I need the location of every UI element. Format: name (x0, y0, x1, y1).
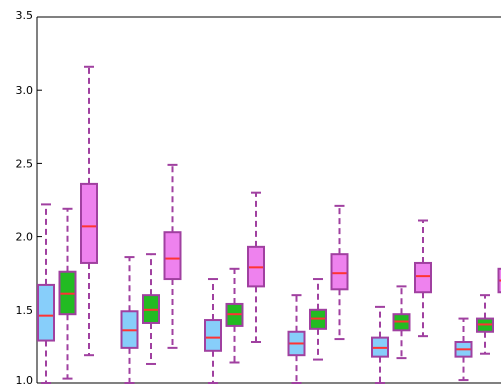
box-group (287, 204, 349, 384)
plot-frame (36, 16, 501, 384)
y-tick-label: 2.0 (16, 231, 34, 244)
box-plot-item (37, 203, 55, 384)
iqr-box (37, 283, 55, 342)
box-group (454, 267, 501, 382)
y-axis: 1.0 1.5 2.0 2.5 3.0 3.5 (16, 9, 42, 385)
box-plot-item (392, 285, 411, 360)
box-plot-item (371, 305, 389, 384)
box-plot-item (497, 267, 501, 294)
box-plot-item (204, 278, 222, 384)
box-plot-item (330, 204, 349, 341)
box-group (37, 65, 98, 384)
iqr-box (204, 319, 222, 352)
box-plot-item (142, 253, 160, 365)
box-plot-item (414, 219, 432, 338)
iqr-box (80, 182, 98, 264)
iqr-box (163, 231, 182, 281)
box-group (120, 163, 182, 384)
box-groups (37, 65, 501, 384)
box-plot-item (120, 256, 139, 384)
y-tick-label: 2.5 (16, 157, 34, 170)
iqr-box (414, 261, 432, 294)
iqr-box (330, 253, 349, 291)
box-plot-item (80, 65, 98, 357)
y-tick-label: 3.0 (16, 84, 34, 97)
box-group (371, 219, 432, 384)
y-tick-label: 3.5 (16, 9, 34, 22)
box-plot-item (247, 191, 265, 344)
y-tick-label: 1.0 (16, 374, 34, 385)
box-plot-item (454, 317, 473, 382)
box-plot-item (287, 294, 306, 384)
box-group (204, 191, 265, 384)
y-tick-label: 1.5 (16, 304, 34, 317)
box-plot-item (163, 163, 182, 349)
box-plot-item (225, 267, 244, 364)
box-plot-item (58, 207, 77, 380)
box-plot-item (476, 294, 494, 355)
box-plot-item (309, 278, 327, 361)
